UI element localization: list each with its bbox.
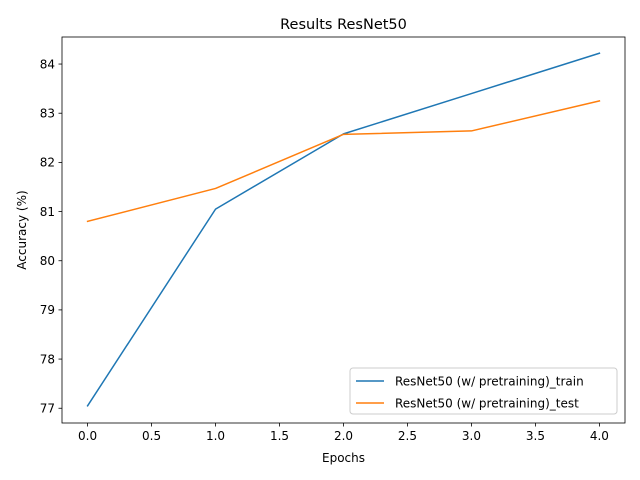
y-tick-label: 80 [40, 254, 55, 268]
y-tick-label: 79 [40, 303, 55, 317]
y-tick-label: 77 [40, 402, 55, 416]
chart-title: Results ResNet50 [280, 17, 407, 33]
y-tick-label: 82 [40, 156, 55, 170]
x-tick-label: 1.0 [206, 429, 225, 443]
legend-box [349, 367, 618, 415]
legend-label-train: ResNet50 (w/ pretraining)_train [395, 375, 584, 389]
x-tick-label: 2.0 [334, 429, 353, 443]
x-tick-label: 1.5 [270, 429, 289, 443]
series-layer [86, 52, 601, 407]
x-tick-label: 4.0 [590, 429, 609, 443]
legend-label-test: ResNet50 (w/ pretraining)_test [395, 397, 579, 411]
y-tick-label: 78 [40, 352, 55, 366]
x-tick-label: 2.5 [398, 429, 417, 443]
y-tick-label: 83 [40, 107, 55, 121]
x-axis-ticks: 0.0 0.5 1.0 1.5 2.0 2.5 3.0 3.5 4.0 [78, 423, 609, 443]
x-axis-label: Epochs [322, 451, 365, 465]
plot-area: 0.0 0.5 1.0 1.5 2.0 2.5 3.0 3.5 4.0 77 78 79 80 81 82… [40, 36, 626, 443]
x-tick-label: 0.5 [142, 429, 161, 443]
series-line-test [86, 100, 601, 223]
x-tick-label: 3.5 [526, 429, 545, 443]
x-tick-label: 0.0 [78, 429, 97, 443]
y-axis-ticks: 77 78 79 80 81 82 83 84 [40, 57, 62, 416]
y-tick-label: 81 [40, 205, 55, 219]
x-tick-label: 3.0 [462, 429, 481, 443]
legend: ResNet50 (w/ pretraining)_train ResNet50… [349, 367, 618, 415]
y-tick-label: 84 [40, 57, 55, 71]
y-axis-label: Accuracy (%) [15, 190, 29, 269]
